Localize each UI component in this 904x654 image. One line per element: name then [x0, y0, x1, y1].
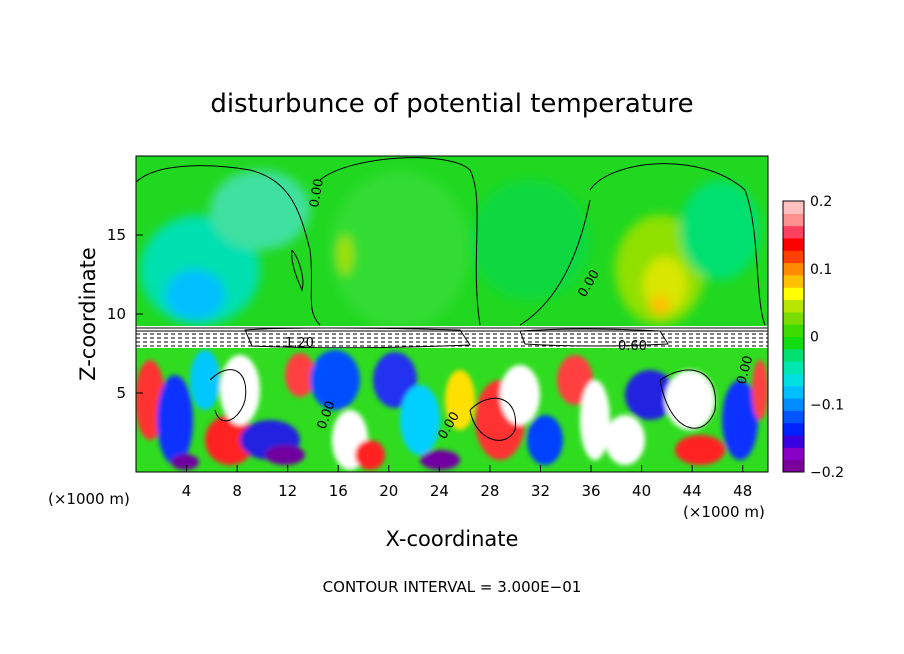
contour-interval-text: CONTOUR INTERVAL = 3.000E−01: [323, 578, 582, 596]
colorbar-swatch: [783, 361, 804, 374]
colorbar-swatch: [783, 287, 804, 301]
colorbar-swatch: [783, 225, 804, 239]
colorbar-swatch: [783, 299, 804, 313]
colorbar-swatch: [783, 348, 804, 362]
x-tick-label: 12: [278, 482, 297, 500]
x-tick-label: 24: [430, 482, 449, 500]
x-axis-label: X-coordinate: [386, 527, 519, 551]
colorbar-swatch: [783, 262, 804, 276]
x-tick-label: 36: [581, 482, 600, 500]
colorbar-swatch: [783, 459, 804, 473]
x-tick-label: 48: [733, 482, 752, 500]
svg-text:0.00: 0.00: [307, 178, 327, 209]
svg-text:1.20: 1.20: [285, 336, 314, 351]
colorbar-swatch: [783, 336, 804, 350]
colorbar-swatch: [783, 274, 804, 288]
y-axis: 5 10 15: [107, 226, 143, 402]
x-unit-label: (×1000 m): [48, 490, 130, 508]
x-axis: 4 8 12 16 20 24 28 32 36 40 44 48: [182, 465, 752, 500]
colorbar-swatch: [783, 237, 804, 251]
heatmap-field: 0.00 0.00 1.20 0.60 0.00 0.00 0.00: [136, 156, 768, 472]
x-tick-label: 28: [480, 482, 499, 500]
x-unit-label-right: (×1000 m): [683, 503, 765, 521]
colorbar-tick-label: 0.2: [810, 194, 832, 210]
colorbar-swatch: [783, 324, 804, 337]
colorbar-swatch: [783, 398, 804, 411]
x-tick-label: 32: [531, 482, 550, 500]
colorbar-swatch: [783, 250, 804, 264]
svg-text:0.60: 0.60: [618, 339, 647, 354]
x-tick-label: 40: [632, 482, 651, 500]
colorbar-tick-label: 0: [810, 330, 819, 346]
colorbar-swatch: [783, 422, 804, 436]
y-tick-label: 10: [107, 305, 126, 323]
colorbar-swatch: [783, 373, 804, 387]
colorbar-swatch: [783, 447, 804, 461]
x-tick-label: 20: [379, 482, 398, 500]
y-tick-label: 5: [116, 384, 126, 402]
y-axis-label: Z-coordinate: [76, 247, 100, 381]
colorbar-swatch: [783, 201, 804, 214]
colorbar: 0.2 0.1 0 −0.1 −0.2: [782, 194, 844, 481]
chart-title: disturbunce of potential temperature: [210, 89, 693, 119]
colorbar-tick-label: −0.2: [810, 465, 844, 481]
colorbar-swatch: [783, 385, 804, 399]
y-tick-label: 15: [107, 226, 126, 244]
svg-text:0.00: 0.00: [734, 354, 756, 386]
x-tick-label: 8: [232, 482, 242, 500]
x-tick-label: 44: [683, 482, 702, 500]
colorbar-swatch: [783, 311, 804, 325]
colorbar-tick-label: −0.1: [810, 397, 844, 413]
colorbar-swatch: [783, 410, 804, 424]
colorbar-swatch: [783, 213, 804, 227]
colorbar-tick-label: 0.1: [810, 262, 832, 278]
colorbar-frame: [782, 200, 805, 473]
x-tick-label: 4: [182, 482, 192, 500]
colorbar-swatch: [783, 435, 804, 448]
x-tick-label: 16: [329, 482, 348, 500]
